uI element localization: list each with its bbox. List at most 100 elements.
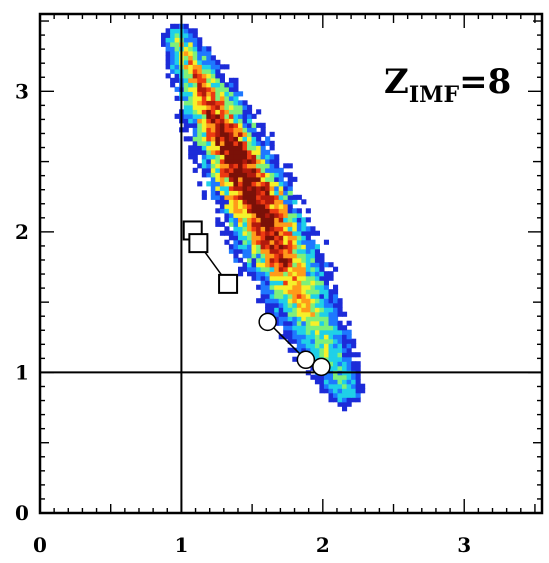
density-cell xyxy=(233,248,239,254)
density-cell xyxy=(269,298,275,304)
density-cell xyxy=(301,284,307,290)
density-cell xyxy=(215,100,221,106)
density-cell xyxy=(251,194,257,200)
density-cell xyxy=(355,392,361,398)
density-cell xyxy=(174,64,180,70)
density-cell xyxy=(328,352,334,358)
density-cell xyxy=(247,149,253,155)
density-cell xyxy=(256,149,262,155)
density-cell xyxy=(224,199,230,205)
density-cell xyxy=(233,82,239,88)
density-cell xyxy=(333,361,339,367)
density-cell xyxy=(188,95,194,101)
density-cell xyxy=(351,374,357,380)
density-cell xyxy=(269,212,275,218)
density-cell xyxy=(201,149,207,155)
density-cell xyxy=(328,311,334,317)
density-cell xyxy=(238,271,244,277)
density-cell xyxy=(215,109,221,115)
density-cell xyxy=(269,131,275,137)
density-cell xyxy=(283,217,289,223)
y-tick-label: 3 xyxy=(15,79,29,103)
density-cell xyxy=(260,199,266,205)
density-cell xyxy=(206,104,212,110)
density-cell xyxy=(260,176,266,182)
density-cell xyxy=(305,329,311,335)
density-cell xyxy=(251,262,257,268)
density-cell xyxy=(287,257,293,263)
density-cell xyxy=(242,244,248,250)
density-cell xyxy=(333,383,339,389)
density-cell xyxy=(215,131,221,137)
density-cell xyxy=(301,253,307,259)
density-cell xyxy=(242,127,248,133)
density-cell xyxy=(301,302,307,308)
density-cell xyxy=(215,118,221,124)
density-cell xyxy=(224,163,230,169)
density-cell xyxy=(305,320,311,326)
density-cell xyxy=(238,131,244,137)
x-tick-label: 0 xyxy=(33,533,47,557)
density-cell xyxy=(188,82,194,88)
density-cell xyxy=(278,316,284,322)
density-cell xyxy=(283,239,289,245)
density-cell xyxy=(274,293,280,299)
density-cell xyxy=(314,253,320,259)
density-cell xyxy=(251,226,257,232)
density-cell xyxy=(242,239,248,245)
density-cell xyxy=(192,41,198,47)
density-cell xyxy=(206,145,212,151)
density-cell xyxy=(328,374,334,380)
density-cell xyxy=(183,118,189,124)
density-cell xyxy=(274,266,280,272)
density-cell xyxy=(283,212,289,218)
density-cell xyxy=(233,167,239,173)
density-cell xyxy=(219,136,225,142)
density-cell xyxy=(170,50,176,56)
density-cell xyxy=(238,230,244,236)
density-cell xyxy=(314,316,320,322)
density-cell xyxy=(287,311,293,317)
density-cell xyxy=(351,365,357,371)
density-cell xyxy=(228,140,234,146)
density-cell xyxy=(251,257,257,263)
density-cell xyxy=(260,293,266,299)
density-cell xyxy=(201,131,207,137)
density-cell xyxy=(323,275,329,281)
density-cell xyxy=(206,86,212,92)
markers xyxy=(182,220,331,377)
density-cell xyxy=(337,320,343,326)
density-cell xyxy=(260,253,266,259)
density-cell xyxy=(323,352,329,358)
density-cell xyxy=(219,203,225,209)
density-cell xyxy=(274,253,280,259)
density-cell xyxy=(287,248,293,254)
density-cell xyxy=(296,266,302,272)
density-cell xyxy=(265,212,271,218)
density-cell xyxy=(269,226,275,232)
density-cell xyxy=(256,158,262,164)
density-cell xyxy=(247,190,253,196)
density-cell xyxy=(278,181,284,187)
density-cell xyxy=(360,383,366,389)
density-cell xyxy=(287,253,293,259)
density-cell xyxy=(269,167,275,173)
density-cell xyxy=(346,334,352,340)
density-cell xyxy=(333,356,339,362)
density-cell xyxy=(251,185,257,191)
density-cell xyxy=(247,136,253,142)
density-cell xyxy=(305,271,311,277)
density-cell xyxy=(296,239,302,245)
density-cell xyxy=(296,208,302,214)
density-cell xyxy=(174,41,180,47)
density-cell xyxy=(188,55,194,61)
density-cell xyxy=(274,208,280,214)
density-cell xyxy=(256,154,262,160)
density-cell xyxy=(206,172,212,178)
density-cell xyxy=(319,379,325,385)
density-cell xyxy=(260,158,266,164)
density-cell xyxy=(247,262,253,268)
density-cell xyxy=(333,284,339,290)
density-cell xyxy=(283,199,289,205)
density-cell xyxy=(328,320,334,326)
